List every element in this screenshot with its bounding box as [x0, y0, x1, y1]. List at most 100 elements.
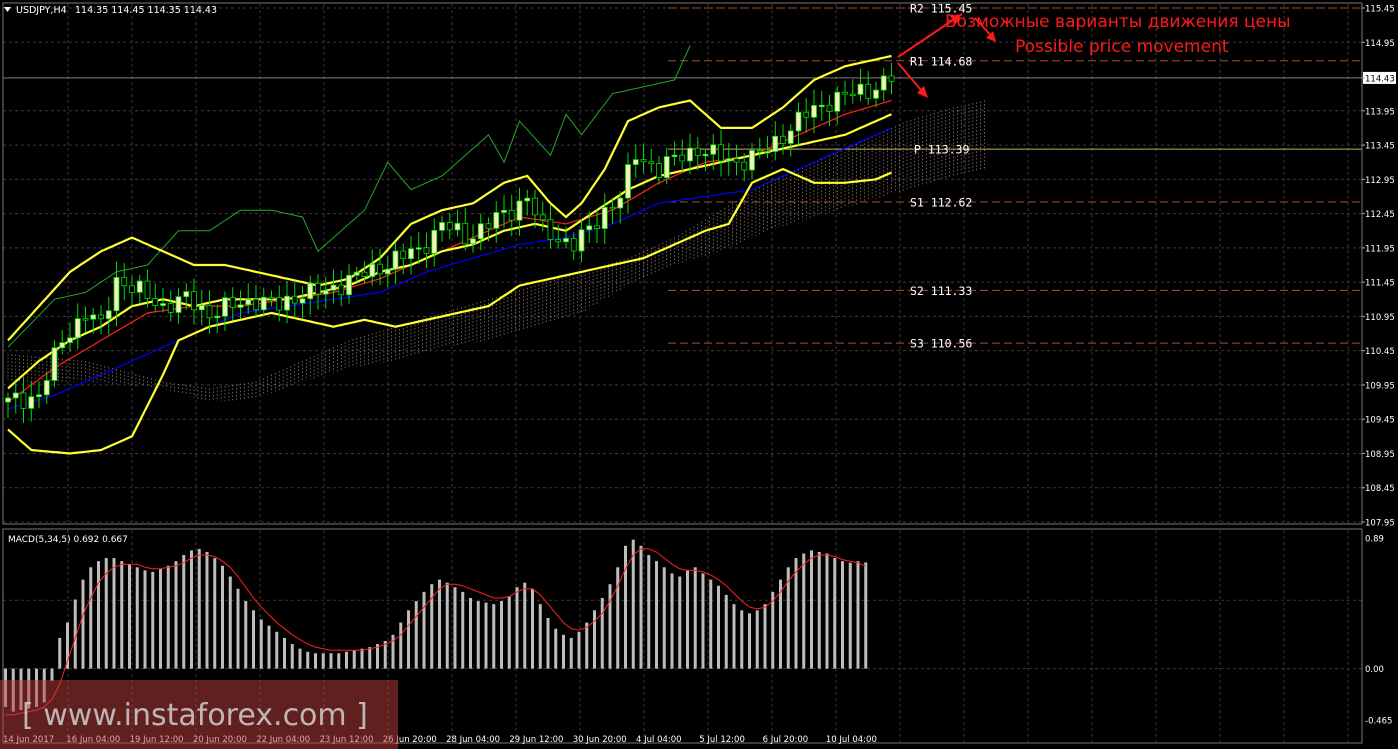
candle: [191, 278, 197, 325]
candle: [322, 276, 329, 309]
candle: [67, 322, 73, 352]
candle: [237, 290, 244, 319]
candle-body-bull: [353, 271, 360, 276]
candle-body-bull: [5, 397, 11, 403]
macd-bar: [50, 668, 54, 681]
candle-body-bear: [338, 284, 345, 296]
candle: [51, 340, 58, 388]
macd-bar: [538, 604, 542, 669]
macd-bar: [298, 648, 302, 669]
candle: [811, 89, 817, 134]
macd-bar: [686, 570, 689, 669]
chikou-line: [7, 45, 691, 348]
candle: [470, 224, 476, 253]
candle: [369, 249, 376, 286]
candle-body-bear: [888, 75, 895, 82]
macd-bar: [577, 631, 581, 669]
candle: [508, 194, 515, 237]
y-tick-label: 113.45: [1365, 142, 1395, 152]
macd-bar: [639, 545, 643, 669]
candle: [315, 274, 321, 310]
candle: [609, 197, 616, 224]
pivot-label-s1: S1 112.62: [910, 195, 972, 209]
x-tick-label: 29 Jun 12:00: [509, 735, 563, 745]
candle-body-bear: [206, 304, 213, 319]
watermark-text: [ www.instaforex.com ]: [22, 698, 368, 733]
pivot-label-r1: R1 114.68: [910, 54, 972, 68]
macd-bar: [701, 573, 705, 669]
candle: [175, 288, 182, 324]
bollinger-lower: [7, 167, 892, 455]
current-price-label: 114.43: [1365, 74, 1395, 84]
candle: [873, 81, 879, 108]
candle: [183, 283, 190, 310]
candle-body-bull: [198, 304, 205, 311]
candle-body-bull: [439, 222, 445, 231]
candle: [12, 382, 19, 414]
candle: [384, 255, 391, 287]
candle: [105, 296, 112, 335]
candle: [842, 80, 848, 106]
candle-body-bear: [803, 111, 810, 118]
macd-bar: [500, 601, 503, 669]
macd-bar: [833, 558, 837, 669]
candle-body-bull: [601, 207, 608, 229]
candle: [632, 144, 639, 178]
macd-bar: [802, 553, 806, 669]
macd-bar: [678, 576, 682, 669]
candle: [555, 224, 562, 249]
candle-body-bear: [656, 163, 662, 178]
candle: [795, 102, 802, 146]
candle: [268, 290, 275, 307]
candle-body-bear: [144, 280, 151, 299]
macd-bar: [709, 579, 713, 669]
macd-bar: [492, 604, 496, 669]
macd-bar: [748, 613, 751, 669]
macd-bar: [755, 610, 759, 669]
macd-bar: [438, 579, 441, 669]
macd-bar: [445, 582, 449, 669]
candle-body-bull: [346, 274, 352, 296]
macd-bar: [655, 561, 658, 669]
macd-y-tick-label: -0.465: [1365, 717, 1392, 727]
price-pane[interactable]: R2 115.45 R1 114.68 P 113.39 S1 112.62 S2 11…: [3, 2, 1362, 743]
symbol-dropdown-icon[interactable]: [4, 7, 11, 12]
macd-bar: [631, 539, 635, 669]
candle: [764, 136, 771, 159]
candle: [702, 148, 709, 172]
macd-bar: [856, 561, 860, 669]
candle-body-bull: [12, 392, 19, 399]
candle-body-bull: [36, 394, 42, 398]
candle: [307, 275, 314, 315]
macd-bar: [73, 599, 77, 669]
macd-pane[interactable]: MACD(5,34,5) 0.692 0.667: [4, 535, 868, 716]
candle-body-bull: [392, 250, 399, 270]
macd-bar: [306, 651, 310, 669]
candle-body-bull: [493, 212, 500, 229]
candle: [671, 141, 678, 166]
candle: [276, 285, 283, 322]
candle: [222, 291, 228, 331]
candle-body-bull: [214, 315, 221, 319]
macd-bar: [376, 644, 379, 669]
candle: [90, 307, 97, 334]
candle: [888, 62, 895, 95]
candle-body-bear: [423, 247, 430, 254]
candle-body-bear: [780, 135, 786, 144]
candle-body-bear: [276, 297, 283, 311]
candle-body-bear: [539, 214, 546, 221]
candle: [439, 215, 445, 242]
candle: [98, 305, 104, 335]
macd-bar: [228, 576, 232, 669]
candle: [121, 263, 128, 301]
symbol-label: USDJPY,H4: [16, 5, 67, 16]
candle: [725, 143, 732, 176]
y-tick-label: 110.45: [1365, 347, 1395, 357]
candle-body-bear: [756, 150, 763, 153]
candle: [129, 275, 135, 306]
candle-body-bull: [477, 223, 484, 240]
candle-body-bull: [586, 225, 593, 231]
macd-bar: [554, 628, 558, 669]
pivot-label-s3: S3 110.56: [910, 337, 972, 351]
